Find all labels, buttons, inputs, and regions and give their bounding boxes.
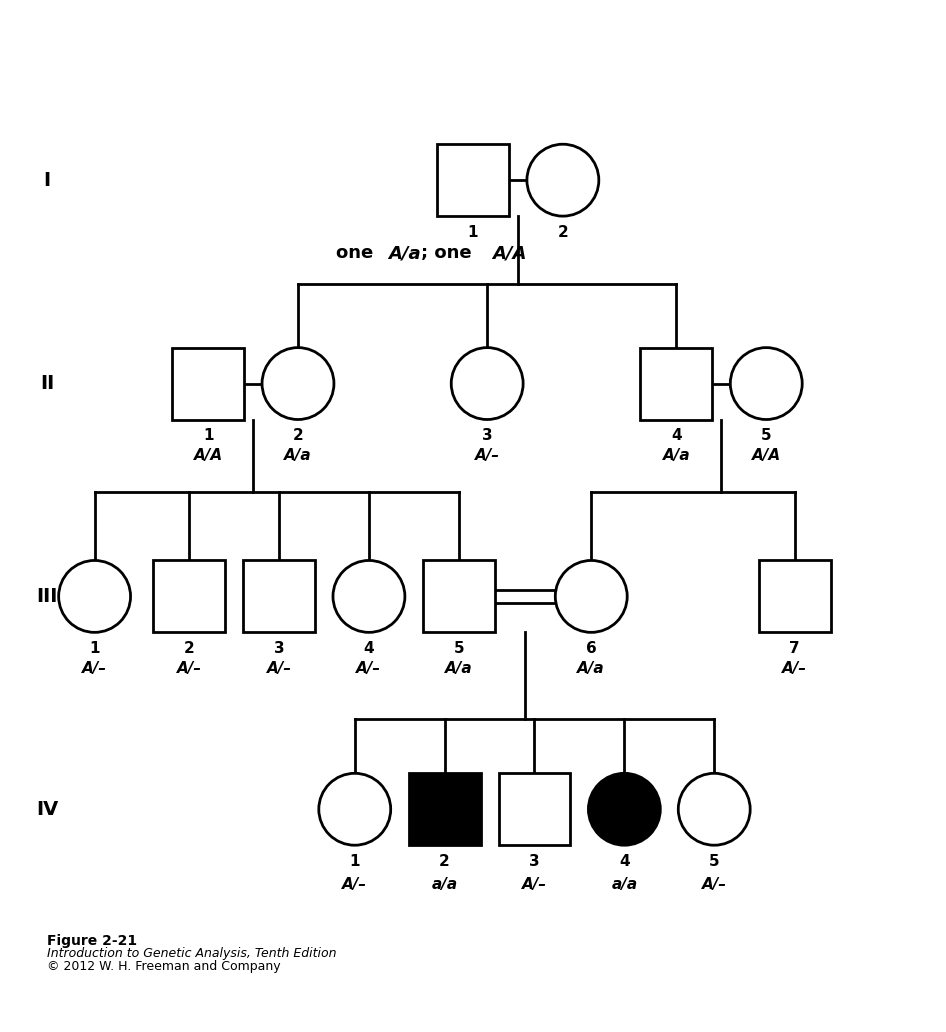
Text: 1: 1 bbox=[467, 225, 479, 239]
Bar bbox=[243, 560, 315, 633]
Text: 5: 5 bbox=[453, 641, 464, 656]
Text: A/–: A/– bbox=[82, 660, 107, 676]
Text: I: I bbox=[44, 170, 51, 190]
Text: 1: 1 bbox=[349, 853, 360, 869]
Text: 4: 4 bbox=[671, 428, 682, 443]
Text: Introduction to Genetic Analysis, Tenth Edition: Introduction to Genetic Analysis, Tenth … bbox=[47, 947, 337, 961]
Text: 5: 5 bbox=[761, 428, 772, 443]
Text: 3: 3 bbox=[482, 428, 493, 443]
Text: III: III bbox=[37, 587, 58, 606]
Text: A/A: A/A bbox=[194, 448, 222, 463]
Text: one: one bbox=[336, 245, 379, 262]
Text: A/–: A/– bbox=[522, 877, 547, 893]
Circle shape bbox=[451, 348, 523, 419]
Text: A/–: A/– bbox=[342, 877, 367, 893]
Text: A/a: A/a bbox=[662, 448, 691, 463]
Circle shape bbox=[59, 560, 131, 633]
Text: 2: 2 bbox=[292, 428, 304, 443]
Bar bbox=[759, 560, 831, 633]
Circle shape bbox=[333, 560, 405, 633]
Text: 7: 7 bbox=[789, 641, 800, 656]
Text: A/a: A/a bbox=[388, 245, 420, 262]
Text: 2: 2 bbox=[557, 225, 569, 239]
Circle shape bbox=[588, 773, 660, 845]
Text: A/–: A/– bbox=[267, 660, 291, 676]
Text: A/a: A/a bbox=[445, 660, 473, 676]
Bar bbox=[640, 348, 712, 420]
Text: A/a: A/a bbox=[284, 448, 312, 463]
Text: A/–: A/– bbox=[177, 660, 201, 676]
Bar bbox=[153, 560, 225, 633]
Bar bbox=[172, 348, 244, 420]
Text: 3: 3 bbox=[273, 641, 285, 656]
Text: 2: 2 bbox=[184, 641, 195, 656]
Text: A/–: A/– bbox=[782, 660, 807, 676]
Text: © 2012 W. H. Freeman and Company: © 2012 W. H. Freeman and Company bbox=[47, 960, 281, 973]
Bar bbox=[409, 773, 481, 845]
Circle shape bbox=[262, 348, 334, 419]
Text: A/–: A/– bbox=[475, 448, 499, 463]
Text: Figure 2-21: Figure 2-21 bbox=[47, 934, 137, 948]
Text: A/–: A/– bbox=[357, 660, 381, 676]
Text: A/A: A/A bbox=[752, 448, 780, 463]
Bar bbox=[499, 773, 570, 845]
Text: A/a: A/a bbox=[577, 660, 605, 676]
Text: 3: 3 bbox=[529, 853, 540, 869]
Bar bbox=[437, 144, 509, 216]
Circle shape bbox=[555, 560, 627, 633]
Text: IV: IV bbox=[36, 800, 59, 818]
Text: 4: 4 bbox=[363, 641, 375, 656]
Text: A/–: A/– bbox=[702, 877, 727, 893]
Text: A/A: A/A bbox=[492, 245, 526, 262]
Text: 4: 4 bbox=[619, 853, 630, 869]
Text: a/a: a/a bbox=[431, 877, 458, 893]
Bar bbox=[423, 560, 495, 633]
Text: a/a: a/a bbox=[611, 877, 638, 893]
Text: II: II bbox=[40, 374, 55, 393]
Text: 1: 1 bbox=[89, 641, 100, 656]
Text: 5: 5 bbox=[709, 853, 720, 869]
Circle shape bbox=[730, 348, 802, 419]
Text: 6: 6 bbox=[586, 641, 597, 656]
Circle shape bbox=[527, 144, 599, 216]
Text: ; one: ; one bbox=[421, 245, 478, 262]
Circle shape bbox=[678, 773, 750, 845]
Text: 2: 2 bbox=[439, 853, 450, 869]
Text: 1: 1 bbox=[202, 428, 214, 443]
Circle shape bbox=[319, 773, 391, 845]
